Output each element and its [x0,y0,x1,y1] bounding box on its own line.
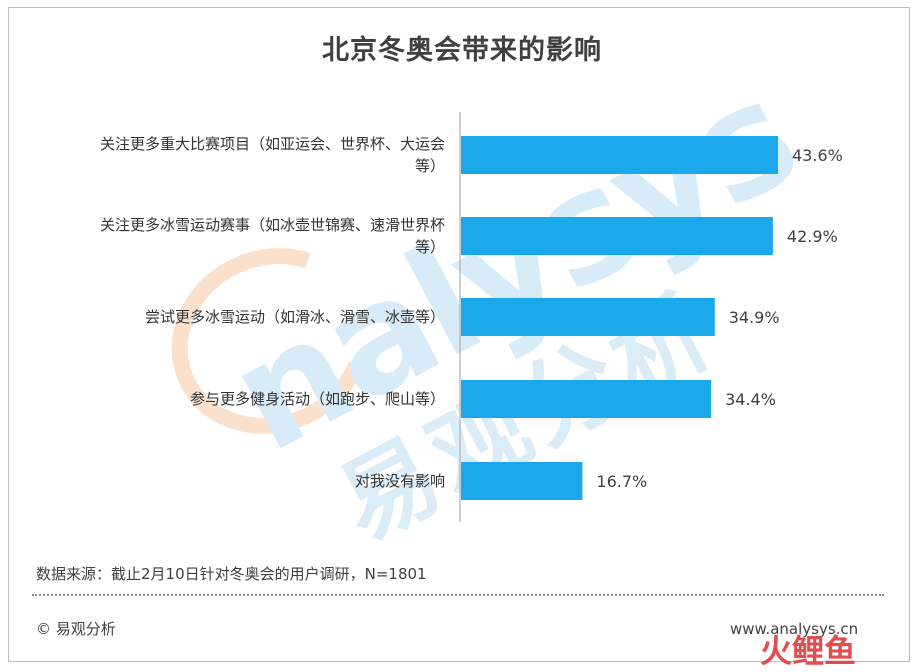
bar-value-label: 34.4% [725,390,776,409]
bar-3 [461,298,715,336]
category-label: 参与更多健身活动（如跑步、爬山等） [190,390,445,408]
corner-stamp-logo: 火鲤鱼 [760,632,857,670]
category-label: 尝试更多冰雪运动（如滑冰、滑雪、冰壶等） [145,308,445,326]
bar-5 [461,462,583,500]
bar-2 [461,217,773,255]
data-source-note: 数据来源：截止2月10日针对冬奥会的用户调研，N=1801 [36,565,427,583]
category-label: 关注更多冰雪运动赛事（如冰壶世锦赛、速滑世界杯 [100,216,445,234]
brand-credit: © 易观分析 [36,620,116,638]
chart-frame [8,7,910,662]
category-label: 等） [415,238,445,256]
bar-1 [461,136,778,174]
bar-4 [461,380,712,418]
category-label: 关注更多重大比赛项目（如亚运会、世界杯、大运会 [100,135,445,153]
chart-title: 北京冬奥会带来的影响 [322,35,602,66]
bar-value-label: 43.6% [792,146,843,165]
bar-value-label: 42.9% [787,227,838,246]
footer-divider [32,594,884,596]
category-label: 对我没有影响 [355,472,445,490]
website-url[interactable]: www.analysys.cn [730,620,859,638]
category-label: 等） [415,157,445,175]
bar-value-label: 34.9% [729,308,780,327]
bar-value-label: 16.7% [596,472,647,491]
